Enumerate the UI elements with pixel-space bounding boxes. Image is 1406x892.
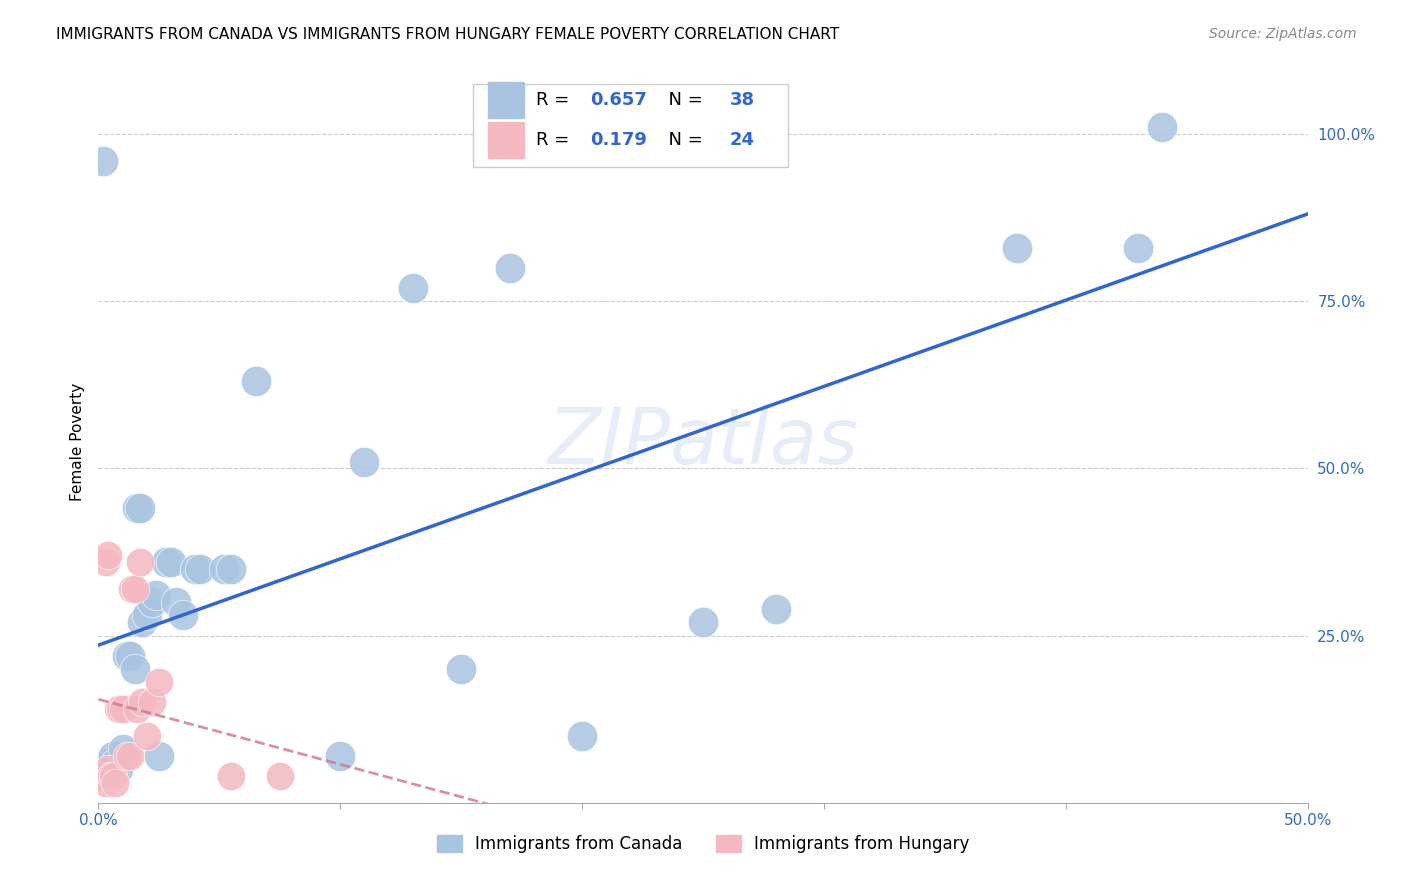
Point xyxy=(148,749,170,764)
Point xyxy=(107,702,129,716)
Point xyxy=(94,776,117,790)
Point xyxy=(107,762,129,776)
Point xyxy=(692,615,714,630)
Point xyxy=(571,729,593,743)
Point xyxy=(1007,241,1029,255)
Text: R =: R = xyxy=(536,91,575,109)
Point xyxy=(117,749,139,764)
Point xyxy=(124,582,146,596)
Point xyxy=(1152,120,1174,135)
Text: Source: ZipAtlas.com: Source: ZipAtlas.com xyxy=(1209,27,1357,41)
Point xyxy=(329,749,352,764)
Text: N =: N = xyxy=(657,91,709,109)
Text: 0.179: 0.179 xyxy=(591,131,647,149)
Point xyxy=(188,562,211,576)
Point xyxy=(111,742,134,756)
Point xyxy=(117,648,139,663)
Point xyxy=(450,662,472,676)
Point xyxy=(111,702,134,716)
Point xyxy=(269,769,291,783)
Point xyxy=(100,769,122,783)
Point xyxy=(131,615,153,630)
Point xyxy=(118,749,141,764)
Bar xyxy=(474,84,787,167)
Point xyxy=(127,702,149,716)
Point xyxy=(141,696,163,710)
Legend: Immigrants from Canada, Immigrants from Hungary: Immigrants from Canada, Immigrants from … xyxy=(430,828,976,860)
Point xyxy=(127,501,149,516)
Point xyxy=(165,595,187,609)
Point xyxy=(94,555,117,569)
Point xyxy=(160,555,183,569)
Point xyxy=(118,648,141,663)
Y-axis label: Female Poverty: Female Poverty xyxy=(69,383,84,500)
Point xyxy=(172,608,194,623)
Point xyxy=(104,756,127,770)
Point xyxy=(124,662,146,676)
Bar xyxy=(488,122,524,158)
Point xyxy=(148,675,170,690)
Point xyxy=(221,769,243,783)
Point xyxy=(128,555,150,569)
Point xyxy=(91,769,114,783)
Text: 24: 24 xyxy=(730,131,755,149)
Text: ZIPatlas: ZIPatlas xyxy=(547,403,859,480)
Point xyxy=(135,729,157,743)
Text: 0.657: 0.657 xyxy=(591,91,647,109)
Point xyxy=(128,501,150,516)
Point xyxy=(155,555,177,569)
Point xyxy=(221,562,243,576)
Point xyxy=(121,582,143,596)
Point xyxy=(765,602,787,616)
Point xyxy=(245,375,267,389)
Text: R =: R = xyxy=(536,131,575,149)
Point xyxy=(91,153,114,168)
Point xyxy=(141,595,163,609)
Text: N =: N = xyxy=(657,131,709,149)
Point xyxy=(212,562,235,576)
Text: 38: 38 xyxy=(730,91,755,109)
Point xyxy=(100,762,122,776)
Point xyxy=(1128,241,1150,255)
Point xyxy=(101,769,124,783)
Point xyxy=(184,562,207,576)
Text: IMMIGRANTS FROM CANADA VS IMMIGRANTS FROM HUNGARY FEMALE POVERTY CORRELATION CHA: IMMIGRANTS FROM CANADA VS IMMIGRANTS FRO… xyxy=(56,27,839,42)
Point xyxy=(498,260,520,275)
Point xyxy=(131,696,153,710)
Point xyxy=(135,608,157,623)
Bar xyxy=(488,82,524,119)
Point xyxy=(94,762,117,776)
Point xyxy=(90,769,112,783)
Point xyxy=(104,776,127,790)
Point xyxy=(97,756,120,770)
Point xyxy=(353,455,375,469)
Point xyxy=(108,702,131,716)
Point xyxy=(97,548,120,563)
Point xyxy=(402,281,425,295)
Point xyxy=(97,762,120,776)
Point xyxy=(145,589,167,603)
Point xyxy=(101,749,124,764)
